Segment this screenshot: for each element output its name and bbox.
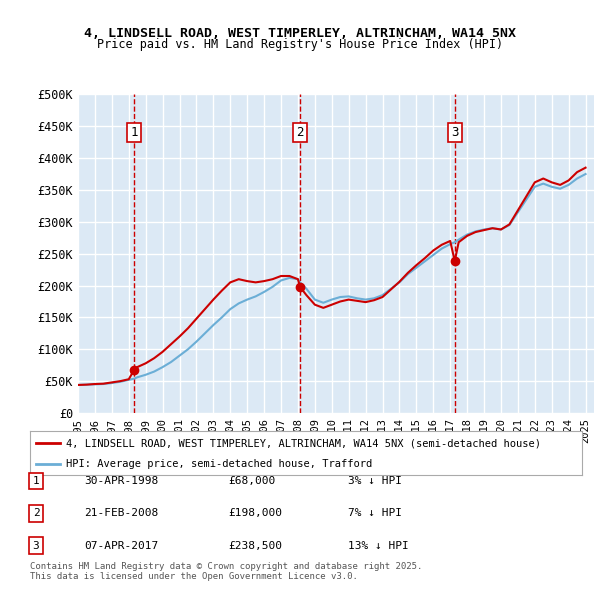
Text: 7% ↓ HPI: 7% ↓ HPI <box>348 509 402 518</box>
Text: 4, LINDSELL ROAD, WEST TIMPERLEY, ALTRINCHAM, WA14 5NX: 4, LINDSELL ROAD, WEST TIMPERLEY, ALTRIN… <box>84 27 516 40</box>
Text: 07-APR-2017: 07-APR-2017 <box>84 541 158 550</box>
Text: 1: 1 <box>131 126 138 139</box>
Text: 13% ↓ HPI: 13% ↓ HPI <box>348 541 409 550</box>
Text: 4, LINDSELL ROAD, WEST TIMPERLEY, ALTRINCHAM, WA14 5NX (semi-detached house): 4, LINDSELL ROAD, WEST TIMPERLEY, ALTRIN… <box>66 438 541 448</box>
Text: 30-APR-1998: 30-APR-1998 <box>84 476 158 486</box>
Text: 3: 3 <box>32 541 40 550</box>
Text: 21-FEB-2008: 21-FEB-2008 <box>84 509 158 518</box>
Text: HPI: Average price, semi-detached house, Trafford: HPI: Average price, semi-detached house,… <box>66 459 372 469</box>
Text: Contains HM Land Registry data © Crown copyright and database right 2025.
This d: Contains HM Land Registry data © Crown c… <box>30 562 422 581</box>
Text: Price paid vs. HM Land Registry's House Price Index (HPI): Price paid vs. HM Land Registry's House … <box>97 38 503 51</box>
Text: 2: 2 <box>32 509 40 518</box>
Text: 2: 2 <box>296 126 304 139</box>
Text: 3% ↓ HPI: 3% ↓ HPI <box>348 476 402 486</box>
Text: 3: 3 <box>451 126 458 139</box>
Text: £68,000: £68,000 <box>228 476 275 486</box>
Text: £198,000: £198,000 <box>228 509 282 518</box>
Text: £238,500: £238,500 <box>228 541 282 550</box>
Text: 1: 1 <box>32 476 40 486</box>
